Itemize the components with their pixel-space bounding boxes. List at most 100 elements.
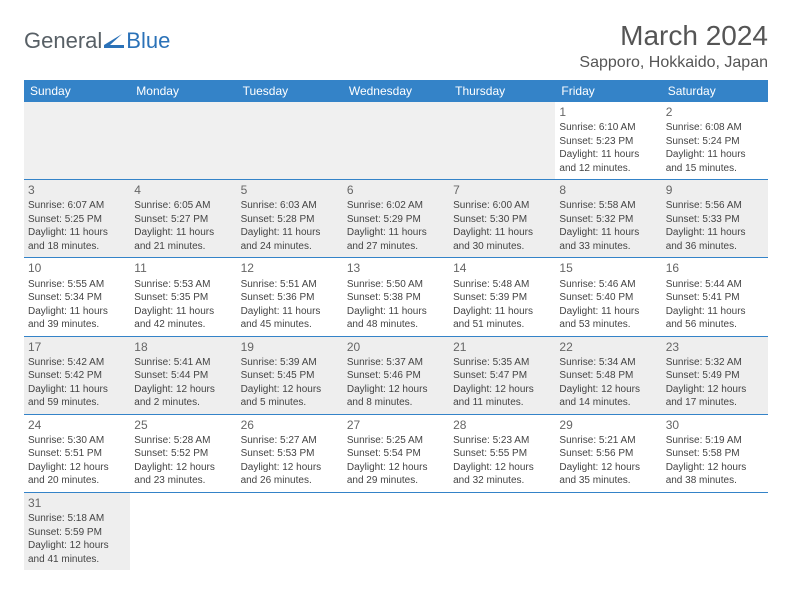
sunset-text: Sunset: 5:42 PM	[28, 369, 126, 383]
day-info: Sunrise: 5:46 AMSunset: 5:40 PMDaylight:…	[559, 278, 657, 332]
sunrise-text: Sunrise: 6:07 AM	[28, 199, 126, 213]
day-info: Sunrise: 5:35 AMSunset: 5:47 PMDaylight:…	[453, 356, 551, 410]
daylight-text-2: and 11 minutes.	[453, 396, 551, 410]
daylight-text-1: Daylight: 12 hours	[134, 461, 232, 475]
calendar-week-row: 24Sunrise: 5:30 AMSunset: 5:51 PMDayligh…	[24, 414, 768, 492]
daylight-text-2: and 12 minutes.	[559, 162, 657, 176]
sunset-text: Sunset: 5:49 PM	[666, 369, 764, 383]
flag-icon	[104, 34, 124, 48]
day-number: 20	[347, 339, 445, 355]
sunset-text: Sunset: 5:40 PM	[559, 291, 657, 305]
day-number: 12	[241, 260, 339, 276]
day-number: 31	[28, 495, 126, 511]
calendar-day-cell: 10Sunrise: 5:55 AMSunset: 5:34 PMDayligh…	[24, 258, 130, 336]
calendar-day-cell: 27Sunrise: 5:25 AMSunset: 5:54 PMDayligh…	[343, 414, 449, 492]
calendar-day-cell: 6Sunrise: 6:02 AMSunset: 5:29 PMDaylight…	[343, 180, 449, 258]
calendar-day-cell	[343, 102, 449, 180]
day-number: 26	[241, 417, 339, 433]
sunrise-text: Sunrise: 5:23 AM	[453, 434, 551, 448]
sunset-text: Sunset: 5:41 PM	[666, 291, 764, 305]
calendar-day-cell: 24Sunrise: 5:30 AMSunset: 5:51 PMDayligh…	[24, 414, 130, 492]
sunset-text: Sunset: 5:54 PM	[347, 447, 445, 461]
weekday-header: Friday	[555, 80, 661, 102]
calendar-day-cell	[343, 492, 449, 570]
sunrise-text: Sunrise: 5:19 AM	[666, 434, 764, 448]
daylight-text-2: and 26 minutes.	[241, 474, 339, 488]
sunset-text: Sunset: 5:27 PM	[134, 213, 232, 227]
day-info: Sunrise: 5:18 AMSunset: 5:59 PMDaylight:…	[28, 512, 126, 566]
day-number: 28	[453, 417, 551, 433]
calendar-day-cell	[449, 102, 555, 180]
daylight-text-2: and 15 minutes.	[666, 162, 764, 176]
calendar-day-cell	[449, 492, 555, 570]
calendar-day-cell: 22Sunrise: 5:34 AMSunset: 5:48 PMDayligh…	[555, 336, 661, 414]
day-info: Sunrise: 5:27 AMSunset: 5:53 PMDaylight:…	[241, 434, 339, 488]
daylight-text-1: Daylight: 12 hours	[134, 383, 232, 397]
daylight-text-1: Daylight: 11 hours	[666, 148, 764, 162]
daylight-text-2: and 14 minutes.	[559, 396, 657, 410]
sunset-text: Sunset: 5:33 PM	[666, 213, 764, 227]
day-info: Sunrise: 6:05 AMSunset: 5:27 PMDaylight:…	[134, 199, 232, 253]
daylight-text-1: Daylight: 12 hours	[666, 461, 764, 475]
daylight-text-1: Daylight: 11 hours	[347, 226, 445, 240]
day-number: 2	[666, 104, 764, 120]
calendar-day-cell	[555, 492, 661, 570]
calendar-day-cell: 13Sunrise: 5:50 AMSunset: 5:38 PMDayligh…	[343, 258, 449, 336]
day-info: Sunrise: 6:02 AMSunset: 5:29 PMDaylight:…	[347, 199, 445, 253]
daylight-text-1: Daylight: 12 hours	[453, 383, 551, 397]
day-number: 6	[347, 182, 445, 198]
daylight-text-1: Daylight: 11 hours	[666, 305, 764, 319]
day-number: 30	[666, 417, 764, 433]
sunset-text: Sunset: 5:52 PM	[134, 447, 232, 461]
day-number: 16	[666, 260, 764, 276]
daylight-text-2: and 18 minutes.	[28, 240, 126, 254]
day-number: 17	[28, 339, 126, 355]
sunset-text: Sunset: 5:47 PM	[453, 369, 551, 383]
daylight-text-1: Daylight: 11 hours	[241, 305, 339, 319]
calendar-day-cell	[237, 102, 343, 180]
calendar-day-cell: 3Sunrise: 6:07 AMSunset: 5:25 PMDaylight…	[24, 180, 130, 258]
calendar-day-cell: 2Sunrise: 6:08 AMSunset: 5:24 PMDaylight…	[662, 102, 768, 180]
sunrise-text: Sunrise: 5:51 AM	[241, 278, 339, 292]
header-right: March 2024 Sapporo, Hokkaido, Japan	[579, 20, 768, 72]
sunrise-text: Sunrise: 5:39 AM	[241, 356, 339, 370]
daylight-text-1: Daylight: 12 hours	[666, 383, 764, 397]
day-number: 24	[28, 417, 126, 433]
calendar-week-row: 31Sunrise: 5:18 AMSunset: 5:59 PMDayligh…	[24, 492, 768, 570]
sunset-text: Sunset: 5:35 PM	[134, 291, 232, 305]
sunrise-text: Sunrise: 6:02 AM	[347, 199, 445, 213]
day-number: 10	[28, 260, 126, 276]
calendar-day-cell: 21Sunrise: 5:35 AMSunset: 5:47 PMDayligh…	[449, 336, 555, 414]
daylight-text-2: and 35 minutes.	[559, 474, 657, 488]
sunset-text: Sunset: 5:56 PM	[559, 447, 657, 461]
calendar-day-cell: 18Sunrise: 5:41 AMSunset: 5:44 PMDayligh…	[130, 336, 236, 414]
daylight-text-1: Daylight: 12 hours	[28, 461, 126, 475]
day-info: Sunrise: 5:56 AMSunset: 5:33 PMDaylight:…	[666, 199, 764, 253]
sunset-text: Sunset: 5:25 PM	[28, 213, 126, 227]
sunset-text: Sunset: 5:30 PM	[453, 213, 551, 227]
calendar-week-row: 3Sunrise: 6:07 AMSunset: 5:25 PMDaylight…	[24, 180, 768, 258]
calendar-week-row: 10Sunrise: 5:55 AMSunset: 5:34 PMDayligh…	[24, 258, 768, 336]
daylight-text-1: Daylight: 12 hours	[241, 383, 339, 397]
calendar-day-cell: 26Sunrise: 5:27 AMSunset: 5:53 PMDayligh…	[237, 414, 343, 492]
day-info: Sunrise: 5:30 AMSunset: 5:51 PMDaylight:…	[28, 434, 126, 488]
day-number: 29	[559, 417, 657, 433]
sunset-text: Sunset: 5:46 PM	[347, 369, 445, 383]
daylight-text-2: and 17 minutes.	[666, 396, 764, 410]
daylight-text-2: and 36 minutes.	[666, 240, 764, 254]
day-info: Sunrise: 5:39 AMSunset: 5:45 PMDaylight:…	[241, 356, 339, 410]
sunrise-text: Sunrise: 5:25 AM	[347, 434, 445, 448]
day-info: Sunrise: 5:41 AMSunset: 5:44 PMDaylight:…	[134, 356, 232, 410]
daylight-text-2: and 41 minutes.	[28, 553, 126, 567]
daylight-text-2: and 48 minutes.	[347, 318, 445, 332]
day-info: Sunrise: 5:48 AMSunset: 5:39 PMDaylight:…	[453, 278, 551, 332]
day-info: Sunrise: 5:19 AMSunset: 5:58 PMDaylight:…	[666, 434, 764, 488]
calendar-day-cell	[237, 492, 343, 570]
sunset-text: Sunset: 5:45 PM	[241, 369, 339, 383]
day-info: Sunrise: 6:07 AMSunset: 5:25 PMDaylight:…	[28, 199, 126, 253]
sunrise-text: Sunrise: 6:03 AM	[241, 199, 339, 213]
day-info: Sunrise: 5:25 AMSunset: 5:54 PMDaylight:…	[347, 434, 445, 488]
daylight-text-2: and 59 minutes.	[28, 396, 126, 410]
calendar-day-cell: 7Sunrise: 6:00 AMSunset: 5:30 PMDaylight…	[449, 180, 555, 258]
day-info: Sunrise: 5:58 AMSunset: 5:32 PMDaylight:…	[559, 199, 657, 253]
